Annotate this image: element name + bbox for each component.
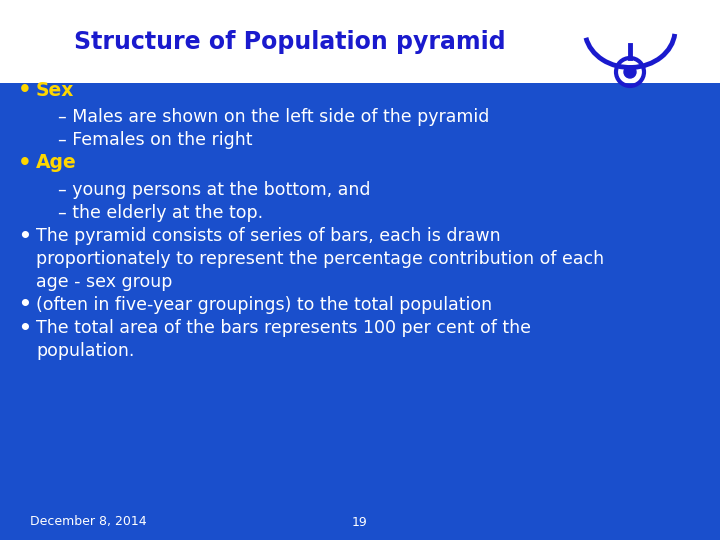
Text: proportionately to represent the percentage contribution of each: proportionately to represent the percent… <box>36 250 604 268</box>
Text: •: • <box>18 226 31 246</box>
Text: – Males are shown on the left side of the pyramid: – Males are shown on the left side of th… <box>58 108 490 126</box>
FancyBboxPatch shape <box>0 83 720 540</box>
Text: Age: Age <box>36 153 77 172</box>
Text: age - sex group: age - sex group <box>36 273 172 291</box>
Text: – the elderly at the top.: – the elderly at the top. <box>58 204 263 222</box>
Text: •: • <box>18 295 31 314</box>
Text: – young persons at the bottom, and: – young persons at the bottom, and <box>58 181 371 199</box>
Text: population.: population. <box>36 342 135 360</box>
Text: •: • <box>18 153 32 173</box>
Text: The total area of the bars represents 100 per cent of the: The total area of the bars represents 10… <box>36 319 531 337</box>
Circle shape <box>624 66 636 78</box>
Text: •: • <box>18 319 31 338</box>
Text: – Females on the right: – Females on the right <box>58 131 253 149</box>
Text: Structure of Population pyramid: Structure of Population pyramid <box>74 30 506 53</box>
Text: Sex: Sex <box>36 80 74 99</box>
Text: December 8, 2014: December 8, 2014 <box>30 516 147 529</box>
FancyBboxPatch shape <box>0 0 720 83</box>
Text: •: • <box>18 80 32 100</box>
FancyBboxPatch shape <box>0 83 720 86</box>
Text: (often in five-year groupings) to the total population: (often in five-year groupings) to the to… <box>36 296 492 314</box>
Text: The pyramid consists of series of bars, each is drawn: The pyramid consists of series of bars, … <box>36 227 500 245</box>
Text: 19: 19 <box>352 516 368 529</box>
